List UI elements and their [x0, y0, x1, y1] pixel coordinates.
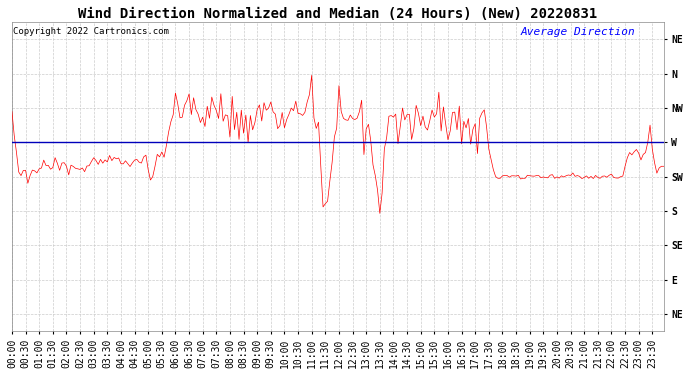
- Text: Copyright 2022 Cartronics.com: Copyright 2022 Cartronics.com: [12, 27, 168, 36]
- Title: Wind Direction Normalized and Median (24 Hours) (New) 20220831: Wind Direction Normalized and Median (24…: [78, 7, 598, 21]
- Text: Average Direction: Average Direction: [520, 27, 635, 37]
